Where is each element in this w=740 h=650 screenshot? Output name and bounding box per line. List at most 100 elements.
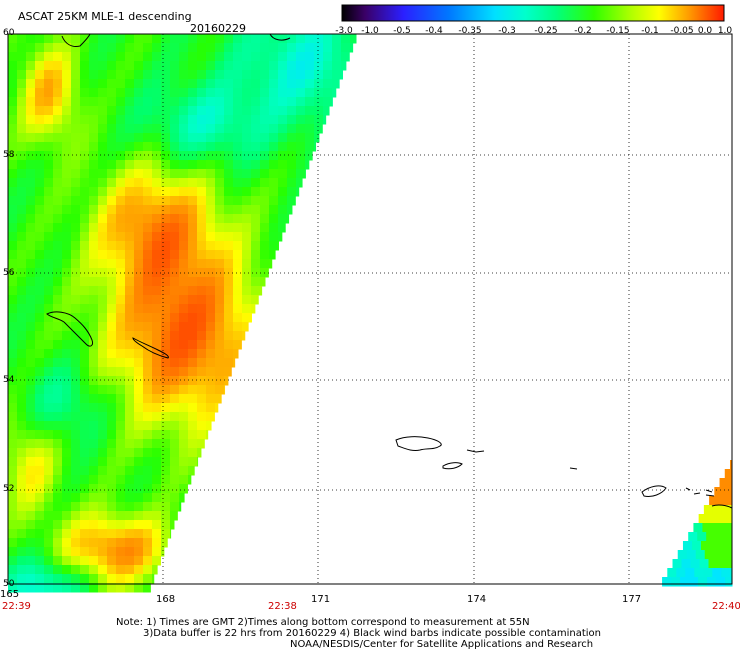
- swath-cell: [152, 538, 162, 548]
- swath-cell: [62, 97, 72, 107]
- swath-cell: [251, 178, 261, 188]
- swath-cell: [17, 97, 27, 107]
- swath-cell: [188, 124, 198, 134]
- swath-cell: [107, 511, 117, 521]
- swath-cell: [260, 214, 270, 224]
- swath-cell: [287, 106, 297, 116]
- swath-cell: [26, 286, 36, 296]
- swath-cell: [134, 160, 144, 170]
- swath-cell: [26, 304, 36, 314]
- swath-cell: [53, 70, 63, 80]
- swath-cell: [80, 43, 90, 53]
- swath-cell: [116, 52, 126, 62]
- swath-cell: [242, 187, 252, 197]
- swath-cell: [80, 151, 90, 161]
- swath-cell: [134, 232, 144, 242]
- colorbar-label: -0.2: [574, 26, 592, 36]
- swath-cell: [62, 457, 72, 467]
- swath-cell: [98, 259, 108, 269]
- swath-cell: [712, 568, 722, 578]
- swath-cell: [161, 547, 165, 557]
- swath-cell: [143, 583, 151, 593]
- swath-cell: [17, 385, 27, 395]
- swath-cell: [170, 259, 180, 269]
- swath-cell: [188, 430, 198, 440]
- swath-cell: [35, 421, 45, 431]
- swath-cell: [170, 241, 180, 251]
- swath-cell: [179, 439, 189, 449]
- swath-cell: [71, 205, 81, 215]
- swath-cell: [107, 142, 117, 152]
- swath-cell: [89, 484, 99, 494]
- swath-cell: [224, 115, 234, 125]
- swath-cell: [278, 52, 288, 62]
- swath-cell: [170, 322, 180, 332]
- swath-cell: [80, 421, 90, 431]
- swath-cell: [26, 187, 36, 197]
- swath-cell: [107, 520, 117, 530]
- swath-cell: [107, 286, 117, 296]
- swath-cell: [26, 385, 36, 395]
- swath-cell: [206, 376, 216, 386]
- swath-cell: [116, 322, 126, 332]
- swath-cell: [107, 115, 117, 125]
- swath-cell: [26, 412, 36, 422]
- swath-cell: [188, 142, 198, 152]
- swath-cell: [80, 430, 90, 440]
- swath-cell: [98, 88, 108, 98]
- swath-cell: [224, 259, 234, 269]
- swath-cell: [107, 349, 117, 359]
- swath-cell: [179, 385, 189, 395]
- swath-cell: [8, 448, 18, 458]
- swath-cell: [71, 268, 81, 278]
- swath-cell: [197, 439, 205, 449]
- swath-cell: [71, 277, 81, 287]
- swath-cell: [8, 313, 18, 323]
- swath-cell: [323, 34, 333, 44]
- swath-cell: [17, 556, 27, 566]
- swath-cell: [242, 142, 252, 152]
- swath-cell: [80, 313, 90, 323]
- swath-cell: [125, 43, 135, 53]
- swath-cell: [80, 412, 90, 422]
- swath-cell: [215, 151, 225, 161]
- swath-cell: [8, 106, 18, 116]
- swath-cell: [116, 313, 126, 323]
- swath-cell: [269, 232, 279, 242]
- swath-cell: [161, 367, 171, 377]
- swath-cell: [89, 187, 99, 197]
- swath-cell: [722, 550, 733, 560]
- swath-cell: [233, 322, 243, 332]
- swath-cell: [107, 223, 117, 233]
- swath-cell: [152, 34, 162, 44]
- swath-cell: [224, 160, 234, 170]
- swath-cell: [296, 70, 306, 80]
- swath-cell: [125, 520, 135, 530]
- swath-cell: [161, 106, 171, 116]
- swath-cell: [53, 448, 63, 458]
- swath-cell: [215, 214, 225, 224]
- swath-cell: [98, 205, 108, 215]
- swath-cell: [143, 241, 153, 251]
- swath-cell: [71, 349, 81, 359]
- swath-cell: [152, 241, 162, 251]
- swath-cell: [89, 115, 99, 125]
- swath-cell: [143, 286, 153, 296]
- swath-cell: [305, 61, 315, 71]
- swath-cell: [35, 556, 45, 566]
- swath-cell: [80, 376, 90, 386]
- swath-cell: [125, 574, 135, 584]
- swath-cell: [125, 88, 135, 98]
- swath-cell: [80, 358, 90, 368]
- swath-cell: [71, 385, 81, 395]
- swath-cell: [107, 241, 117, 251]
- swath-cell: [251, 241, 261, 251]
- swath-cell: [26, 547, 36, 557]
- swath-cell: [8, 457, 18, 467]
- swath-cell: [143, 376, 153, 386]
- swath-cell: [44, 205, 54, 215]
- swath-cell: [197, 79, 207, 89]
- swath-cell: [260, 133, 270, 143]
- swath-cell: [26, 61, 36, 71]
- swath-cell: [8, 376, 18, 386]
